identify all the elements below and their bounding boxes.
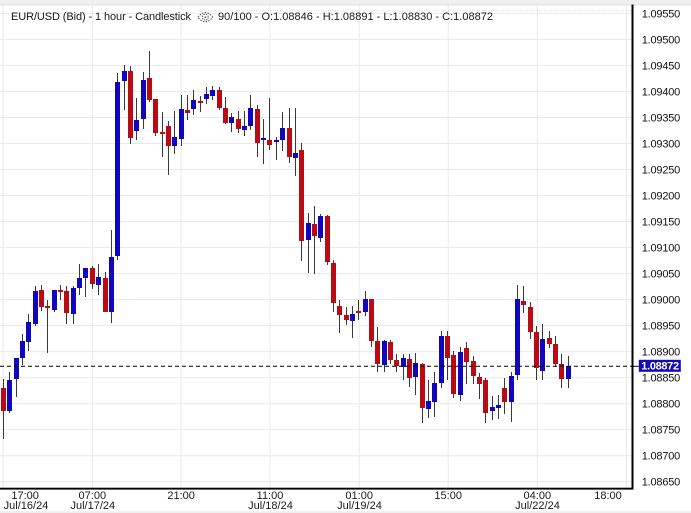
svg-text:Jul/16/24: Jul/16/24: [4, 500, 49, 512]
svg-text:1.08950: 1.08950: [642, 321, 681, 333]
svg-text:21:00: 21:00: [167, 490, 195, 502]
svg-text:1.09300: 1.09300: [642, 138, 681, 150]
svg-text:1.09150: 1.09150: [642, 217, 681, 229]
svg-text:1.08700: 1.08700: [642, 451, 681, 463]
svg-text:1.09550: 1.09550: [642, 8, 681, 20]
svg-text:1.09350: 1.09350: [642, 112, 681, 124]
svg-text:1.09100: 1.09100: [642, 243, 681, 255]
svg-text:04:00: 04:00: [524, 490, 552, 502]
svg-text:1.08650: 1.08650: [642, 477, 681, 489]
svg-text:1.09400: 1.09400: [642, 86, 681, 98]
svg-text:1.09500: 1.09500: [642, 34, 681, 46]
svg-text:90/100 - O:1.08846 - H:1.08891: 90/100 - O:1.08846 - H:1.08891 - L:1.088…: [218, 11, 493, 23]
svg-text:Jul/22/24: Jul/22/24: [515, 500, 560, 512]
svg-text:01:00: 01:00: [345, 490, 373, 502]
svg-text:1.09200: 1.09200: [642, 190, 681, 202]
svg-text:1.09050: 1.09050: [642, 269, 681, 281]
svg-text:Jul/17/24: Jul/17/24: [70, 500, 115, 512]
svg-text:1.09250: 1.09250: [642, 164, 681, 176]
svg-text:15:00: 15:00: [434, 490, 462, 502]
svg-text:Jul/18/24: Jul/18/24: [248, 500, 293, 512]
svg-text:17:00: 17:00: [11, 490, 39, 502]
svg-text:1.09450: 1.09450: [642, 60, 681, 72]
svg-text:1.08850: 1.08850: [642, 373, 681, 385]
svg-text:11:00: 11:00: [257, 490, 284, 502]
svg-text:1.08900: 1.08900: [642, 347, 681, 359]
svg-text:Jul/19/24: Jul/19/24: [337, 500, 382, 512]
svg-text:1.08750: 1.08750: [642, 425, 681, 437]
svg-text:07:00: 07:00: [79, 490, 107, 502]
svg-text:1.08872: 1.08872: [641, 360, 679, 372]
svg-text:1.08800: 1.08800: [642, 399, 681, 411]
svg-text:EUR/USD (Bid) - 1 hour - Candl: EUR/USD (Bid) - 1 hour - Candlestick: [11, 11, 192, 23]
svg-text:18:00: 18:00: [594, 490, 622, 502]
svg-text:1.09000: 1.09000: [642, 295, 681, 307]
